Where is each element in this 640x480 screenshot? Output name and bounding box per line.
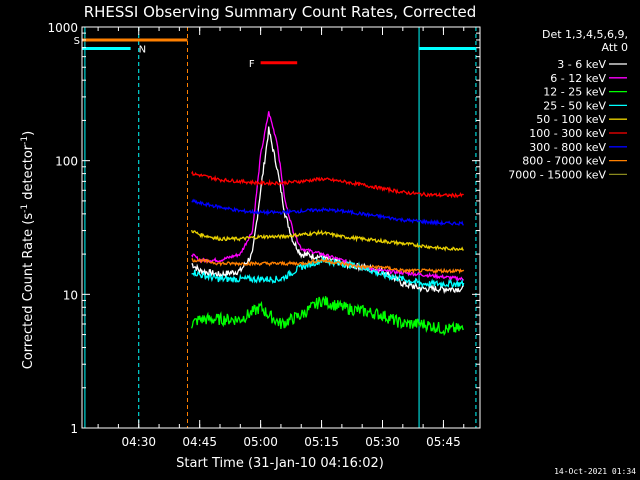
legend-label: 7000 - 15000 keV <box>508 168 606 181</box>
flag-label: F <box>249 59 255 70</box>
legend-header-attenuator: Att 0 <box>602 41 628 54</box>
y-tick-label: 1000 <box>47 21 78 35</box>
legend-header-detectors: Det 1,3,4,5,6,9, <box>542 28 628 41</box>
legend-label: 3 - 6 keV <box>557 58 606 71</box>
flag-label: N <box>139 45 146 56</box>
legend-label: 800 - 7000 keV <box>522 155 606 168</box>
chart-title: RHESSI Observing Summary Count Rates, Co… <box>84 3 477 21</box>
x-axis-label: Start Time (31-Jan-10 04:16:02) <box>176 456 384 471</box>
y-tick-label: 10 <box>63 288 78 302</box>
generated-timestamp: 14-Oct-2021 01:34 <box>554 467 636 476</box>
x-tick-label: 05:00 <box>243 435 278 449</box>
series-line <box>191 198 464 227</box>
legend-label: 300 - 800 keV <box>529 141 606 154</box>
legend-label: 6 - 12 keV <box>550 72 606 85</box>
legend-label: 100 - 300 keV <box>529 127 606 140</box>
y-tick-label: 100 <box>55 155 78 169</box>
series-line <box>190 295 464 336</box>
legend-label: 25 - 50 keV <box>543 99 606 112</box>
plot-area: S N F <box>74 27 477 428</box>
series-line <box>191 111 465 282</box>
flag-label: S <box>74 36 80 47</box>
legend-label: 50 - 100 keV <box>536 113 606 126</box>
series-line <box>191 126 465 295</box>
y-axis-label: Corrected Count Rate (s-1 detector-1) <box>20 131 36 369</box>
x-tick-label: 05:45 <box>426 435 461 449</box>
x-tick-label: 04:45 <box>182 435 217 449</box>
x-tick-label: 05:15 <box>304 435 339 449</box>
series-line <box>191 170 464 199</box>
series-line <box>190 229 464 252</box>
legend-label: 12 - 25 keV <box>543 86 606 99</box>
series-line <box>191 257 465 275</box>
x-tick-label: 05:30 <box>365 435 400 449</box>
x-tick-label: 04:30 <box>121 435 156 449</box>
y-tick-label: 1 <box>70 422 78 436</box>
